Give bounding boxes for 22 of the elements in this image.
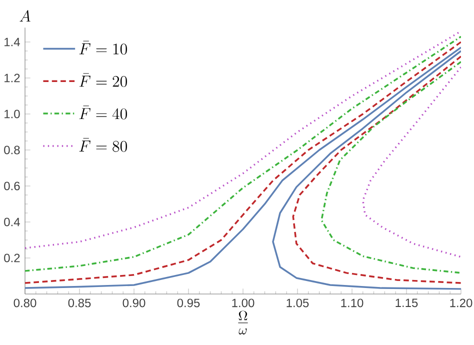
x-tick-label: 1.05 — [286, 298, 309, 308]
x-tick-label: 0.95 — [177, 298, 200, 308]
y-tick-label: 1.0 — [4, 110, 20, 118]
x-tick-label: 1.20 — [450, 298, 472, 308]
y-tick-label: 1.4 — [4, 38, 20, 46]
legend-label: $\bar{F} = 80$ — [79, 138, 127, 152]
x-tick-label: 0.80 — [14, 298, 36, 308]
legend-label: $\bar{F} = 40$ — [79, 106, 127, 120]
y-tick-label: 0.2 — [4, 254, 20, 262]
y-tick-label: 0.8 — [4, 146, 20, 154]
x-tick-label: 1.15 — [396, 298, 418, 308]
x-tick-label: 1.00 — [232, 298, 254, 308]
x-axis-title: $\frac{\Omega}{\omega}$ — [238, 310, 248, 334]
x-tick-label: 1.10 — [341, 298, 364, 308]
x-tick-label: 0.90 — [122, 298, 146, 308]
legend-label: $\bar{F} = 10$ — [79, 40, 127, 55]
y-tick-label: 0.4 — [4, 218, 20, 226]
y-tick-label: 1.2 — [4, 74, 20, 82]
legend-label: $\bar{F} = 20$ — [79, 73, 127, 88]
y-tick-label: 0.6 — [4, 182, 20, 190]
x-tick-label: 0.85 — [68, 298, 91, 308]
y-axis-title: $A$ — [20, 10, 30, 22]
